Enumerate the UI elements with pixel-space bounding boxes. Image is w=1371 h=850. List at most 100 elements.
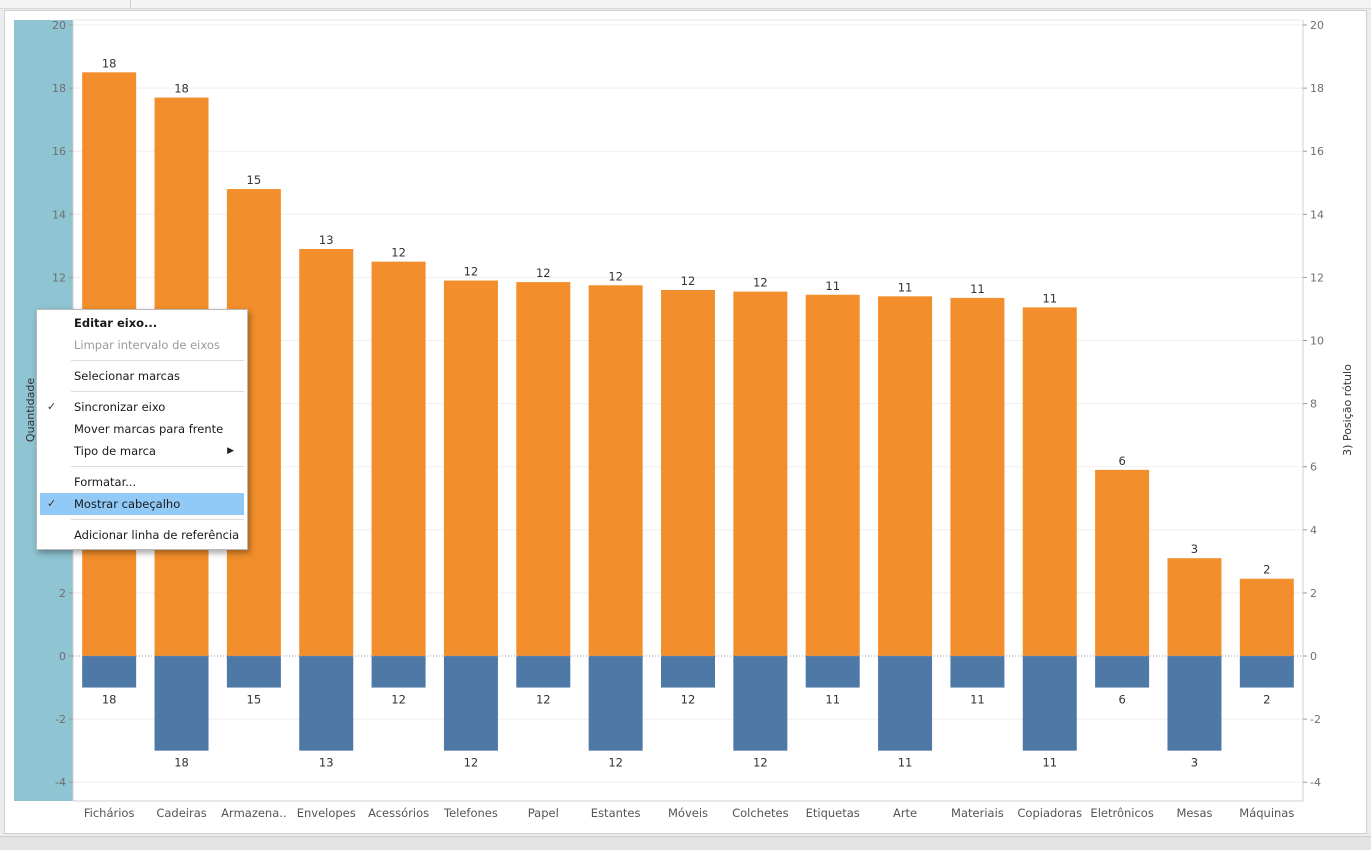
left-axis-tick-label: 16 — [52, 145, 66, 158]
bar-bottom-label: 18 — [174, 756, 189, 770]
right-axis-tick-label: 14 — [1310, 208, 1324, 221]
bar-posicao-rotulo[interactable] — [443, 656, 498, 751]
bar-quantidade[interactable] — [516, 282, 571, 656]
bar-quantidade[interactable] — [371, 261, 426, 656]
bar-value-label: 13 — [319, 233, 334, 247]
category-label[interactable]: Acessórios — [368, 806, 429, 820]
bar-quantidade[interactable] — [733, 291, 788, 656]
bar-value-label: 6 — [1118, 454, 1125, 468]
bar-value-label: 18 — [102, 56, 117, 70]
bar-value-label: 11 — [825, 279, 840, 293]
bar-posicao-rotulo[interactable] — [878, 656, 933, 751]
bar-value-label: 12 — [753, 276, 768, 290]
bar-posicao-rotulo[interactable] — [588, 656, 643, 751]
bar-bottom-label: 11 — [970, 693, 985, 707]
category-label[interactable]: Envelopes — [297, 806, 356, 820]
menu-item-label: Limpar intervalo de eixos — [74, 338, 220, 352]
menu-item-label: Selecionar marcas — [74, 369, 181, 383]
right-axis-tick-label: 16 — [1310, 145, 1324, 158]
bar-posicao-rotulo[interactable] — [661, 656, 715, 688]
menu-item-sincronizar-eixo[interactable]: ✓ Sincronizar eixo — [40, 396, 244, 418]
category-label[interactable]: Etiquetas — [806, 806, 860, 820]
menu-item-label: Formatar... — [74, 475, 137, 489]
bar-bottom-label: 12 — [391, 693, 406, 707]
bar-quantidade[interactable] — [1022, 307, 1077, 656]
bar-quantidade[interactable] — [1239, 578, 1294, 656]
category-label[interactable]: Cadeiras — [156, 806, 206, 820]
bar-posicao-rotulo[interactable] — [516, 656, 571, 688]
category-label[interactable]: Máquinas — [1239, 806, 1294, 820]
left-axis-title[interactable]: Quantidade — [24, 378, 37, 442]
bar-value-label: 11 — [1042, 291, 1057, 305]
right-axis-tick-label: -4 — [1310, 776, 1321, 789]
menu-item-tipo-de-marca[interactable]: Tipo de marca ▶ — [40, 440, 244, 462]
bar-posicao-rotulo[interactable] — [1022, 656, 1077, 751]
category-label[interactable]: Colchetes — [732, 806, 789, 820]
bar-posicao-rotulo[interactable] — [371, 656, 426, 688]
bar-posicao-rotulo[interactable] — [1167, 656, 1222, 751]
menu-item-editar-eixo[interactable]: Editar eixo... — [40, 312, 244, 334]
menu-item-mostrar-cabecalho[interactable]: ✓ Mostrar cabeçalho — [40, 493, 244, 515]
bar-posicao-rotulo[interactable] — [733, 656, 788, 751]
bar-bottom-label: 6 — [1118, 693, 1125, 707]
menu-separator — [71, 360, 244, 361]
bar-bottom-label: 11 — [825, 693, 840, 707]
bar-quantidade[interactable] — [588, 285, 643, 656]
menu-item-formatar[interactable]: Formatar... — [40, 471, 244, 493]
bar-quantidade[interactable] — [661, 290, 715, 656]
bar-bottom-label: 12 — [681, 693, 696, 707]
category-label[interactable]: Armazena.. — [221, 806, 286, 820]
bar-quantidade[interactable] — [950, 297, 1005, 656]
category-label[interactable]: Mesas — [1176, 806, 1212, 820]
category-label[interactable]: Telefones — [443, 806, 498, 820]
category-label[interactable]: Arte — [893, 806, 917, 820]
bottom-status-strip — [0, 836, 1371, 850]
left-axis-tick-label: 12 — [52, 271, 66, 284]
menu-item-adicionar-linha-de-referencia[interactable]: Adicionar linha de referência — [40, 524, 244, 546]
category-label[interactable]: Fichários — [84, 806, 135, 820]
bar-quantidade[interactable] — [805, 294, 860, 656]
right-axis-title[interactable]: 3) Posição rótulo — [1341, 364, 1354, 456]
bar-value-label: 15 — [247, 173, 262, 187]
bar-posicao-rotulo[interactable] — [805, 656, 860, 688]
bar-posicao-rotulo[interactable] — [1239, 656, 1294, 688]
bar-posicao-rotulo[interactable] — [1095, 656, 1150, 688]
bar-posicao-rotulo[interactable] — [154, 656, 209, 751]
bar-posicao-rotulo[interactable] — [82, 656, 137, 688]
menu-separator — [71, 391, 244, 392]
right-axis-tick-label: 20 — [1310, 19, 1324, 32]
right-axis-tick-label: 0 — [1310, 650, 1317, 663]
bar-posicao-rotulo[interactable] — [226, 656, 281, 688]
bar-quantidade[interactable] — [299, 249, 354, 656]
bar-quantidade[interactable] — [443, 280, 498, 656]
left-axis-tick-label: -4 — [55, 776, 66, 789]
bar-posicao-rotulo[interactable] — [299, 656, 354, 751]
bar-quantidade[interactable] — [878, 296, 933, 656]
category-label[interactable]: Eletrônicos — [1090, 806, 1153, 820]
bar-value-label: 12 — [608, 269, 623, 283]
bar-bottom-label: 12 — [464, 756, 479, 770]
axis-context-menu[interactable]: Editar eixo... Limpar intervalo de eixos S… — [36, 309, 248, 550]
category-label[interactable]: Materiais — [951, 806, 1004, 820]
menu-item-selecionar-marcas[interactable]: Selecionar marcas — [40, 365, 244, 387]
menu-item-mover-marcas-para-frente[interactable]: Mover marcas para frente — [40, 418, 244, 440]
bar-value-label: 12 — [536, 266, 551, 280]
bar-value-label: 11 — [970, 282, 985, 296]
bar-value-label: 12 — [681, 274, 696, 288]
category-label[interactable]: Móveis — [668, 806, 708, 820]
bar-quantidade[interactable] — [1167, 558, 1222, 656]
bar-posicao-rotulo[interactable] — [950, 656, 1005, 688]
category-label[interactable]: Estantes — [591, 806, 641, 820]
category-label[interactable]: Papel — [528, 806, 559, 820]
right-axis-tick-label: 6 — [1310, 461, 1317, 474]
menu-item-label: Sincronizar eixo — [74, 400, 166, 414]
bar-value-label: 12 — [391, 246, 406, 260]
bar-quantidade[interactable] — [1095, 469, 1150, 656]
bar-bottom-label: 12 — [536, 693, 551, 707]
right-axis-tick-label: 18 — [1310, 82, 1324, 95]
top-toolbar-strip — [0, 0, 1371, 9]
menu-item-label: Tipo de marca — [74, 444, 156, 458]
menu-item-limpar-intervalo-de-eixos: Limpar intervalo de eixos — [40, 334, 244, 356]
bar-value-label: 11 — [898, 280, 913, 294]
category-label[interactable]: Copiadoras — [1017, 806, 1082, 820]
